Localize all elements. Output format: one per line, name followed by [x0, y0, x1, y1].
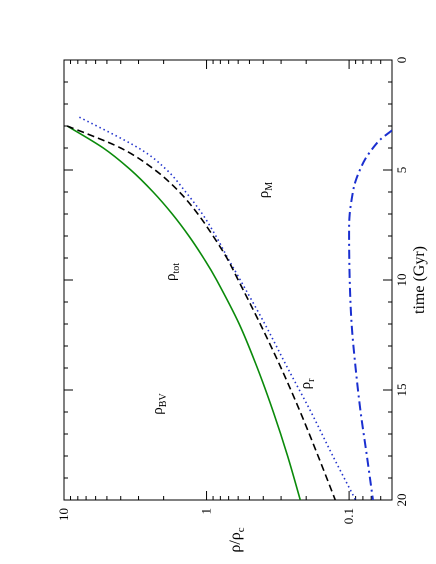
series-label-0: ρtot: [163, 263, 182, 281]
density-tick-label: 10: [56, 508, 71, 521]
labels: ρtot ρBV ρM ρr: [150, 182, 317, 415]
x-axis-title: time (Gyr): [411, 246, 428, 314]
time-tick-label: 5: [394, 167, 409, 174]
series-line-1: [79, 116, 357, 500]
time-tick-label: 0: [394, 57, 409, 64]
plot-frame: [63, 59, 393, 501]
series-line-0: [66, 125, 302, 500]
density-tick-label: 0.1: [341, 508, 356, 524]
curves: [66, 116, 392, 500]
series-line-2: [66, 125, 337, 500]
series-label-2: ρM: [256, 182, 275, 199]
series-line-3: [348, 129, 392, 500]
time-tick-label: 10: [394, 274, 409, 287]
series-label-1: ρBV: [150, 393, 169, 415]
time-tick-label: 20: [394, 494, 409, 507]
time-tick-label: 15: [394, 384, 409, 397]
y-axis-title: ρ/ρc: [227, 527, 247, 552]
density-tick-label: 1: [199, 508, 214, 515]
series-label-3: ρr: [298, 378, 317, 390]
